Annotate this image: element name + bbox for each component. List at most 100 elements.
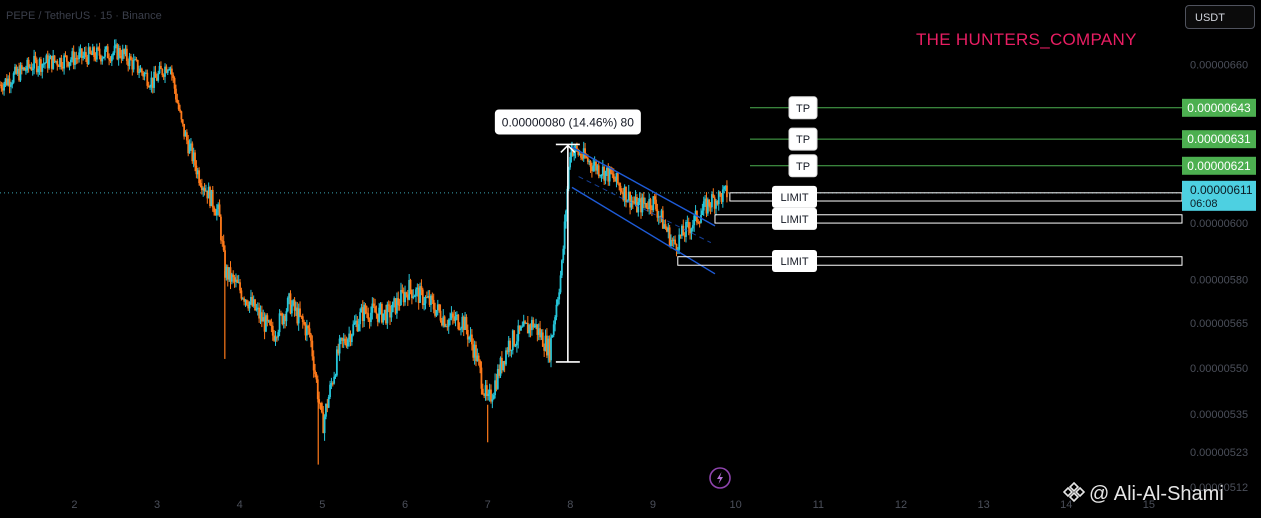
candle-body	[254, 299, 256, 311]
candle-body	[314, 370, 316, 374]
candle-body	[35, 59, 38, 73]
candle-body	[385, 309, 387, 324]
candle-body	[494, 380, 496, 396]
candle-body	[375, 312, 378, 314]
candle-body	[128, 56, 131, 67]
candle-body	[693, 215, 696, 226]
candle-body	[559, 275, 562, 293]
candle-body	[286, 298, 289, 312]
candle-body	[281, 313, 284, 325]
tp-price-label: 0.00000631	[1187, 132, 1251, 146]
watermark-text: @ Ali-Al-Shami	[1089, 483, 1224, 505]
candle-body	[123, 49, 126, 55]
x-tick-label: 11	[813, 499, 824, 511]
last-price-label: 0.00000611	[1190, 183, 1253, 197]
candle-body	[255, 308, 258, 311]
candle-body	[175, 88, 177, 100]
time-axis[interactable]: 2 3 4 5 6 7 8 9 10 11 12 13 14 15	[71, 499, 1155, 511]
limit-zone[interactable]	[677, 256, 1183, 266]
limit-zone[interactable]	[714, 214, 1183, 224]
candle-body	[447, 319, 450, 327]
candle-body	[183, 123, 186, 137]
candle-body	[514, 345, 517, 347]
candle-body	[573, 151, 576, 156]
candle-body	[59, 58, 61, 67]
candle-body	[472, 344, 475, 358]
candle-body	[202, 188, 205, 191]
candle-body	[706, 199, 709, 214]
candle-body	[648, 199, 651, 209]
candle-body	[52, 55, 55, 69]
currency-button[interactable]: USDT	[1185, 5, 1255, 29]
candle-body	[446, 326, 449, 328]
candle-body	[300, 315, 303, 317]
candle-body	[616, 172, 619, 184]
candle-body	[57, 65, 60, 67]
candle-body	[356, 320, 359, 331]
candle-body	[533, 325, 536, 328]
candle-body	[105, 46, 108, 50]
candle-body	[211, 189, 214, 208]
limit-label: LIMIT	[780, 214, 808, 226]
candle-body	[340, 337, 342, 339]
candle-body	[72, 51, 75, 65]
candle-body	[391, 301, 394, 313]
candle-body	[322, 412, 325, 434]
measure-label: 0.00000080 (14.46%) 80	[502, 115, 634, 129]
candle-body	[599, 175, 601, 177]
candle-body	[674, 239, 677, 245]
candle-body	[64, 55, 67, 57]
candle-body	[278, 313, 281, 333]
candle-body	[365, 312, 368, 314]
candle-body	[147, 85, 150, 88]
candle-body	[331, 383, 334, 385]
candle-body	[390, 312, 393, 318]
candle-body	[490, 389, 492, 402]
candle-body	[187, 140, 190, 154]
candle-body	[145, 72, 147, 74]
candle-body	[135, 59, 138, 61]
candle-body	[225, 266, 228, 278]
candle-body	[473, 344, 476, 358]
candle-body	[70, 59, 72, 63]
candle-body	[14, 66, 16, 74]
candle-body	[475, 344, 477, 362]
x-tick-label: 12	[895, 499, 907, 511]
candle-body	[101, 58, 104, 62]
channel-lower-line[interactable]	[571, 186, 716, 275]
candle-body	[235, 279, 237, 282]
candle-body	[387, 304, 390, 306]
tp-label-box[interactable]	[788, 96, 818, 120]
candle-body	[329, 384, 331, 398]
channel-upper-line[interactable]	[571, 146, 716, 227]
candle-body	[26, 59, 29, 71]
tp-price-badge	[1182, 130, 1256, 149]
candle-body	[236, 279, 239, 283]
candle-body	[451, 313, 454, 318]
limit-label-box[interactable]	[772, 207, 817, 230]
candle-body	[213, 207, 216, 213]
tp-label-box[interactable]	[788, 127, 818, 151]
x-tick-label: 10	[730, 499, 742, 511]
candle-body	[667, 227, 670, 232]
x-tick-label: 6	[402, 499, 408, 511]
tp-label-box[interactable]	[788, 154, 818, 178]
limit-label-box[interactable]	[772, 185, 817, 208]
candle-body	[379, 303, 382, 308]
candle-body	[29, 67, 31, 69]
candle-body	[666, 227, 668, 232]
candle-body	[675, 244, 678, 251]
candle-body	[277, 332, 280, 338]
candle-body	[232, 274, 235, 278]
candle-body	[53, 55, 56, 62]
candle-body	[338, 338, 341, 354]
y-tick-label: 0.00000512	[1190, 482, 1248, 494]
candle-body	[580, 153, 582, 158]
candle-body	[476, 355, 479, 362]
limit-label-box[interactable]	[772, 249, 817, 272]
candle-body	[689, 228, 692, 234]
candle-body	[93, 47, 96, 58]
lightning-icon[interactable]	[709, 467, 731, 489]
candle-body	[220, 216, 222, 241]
